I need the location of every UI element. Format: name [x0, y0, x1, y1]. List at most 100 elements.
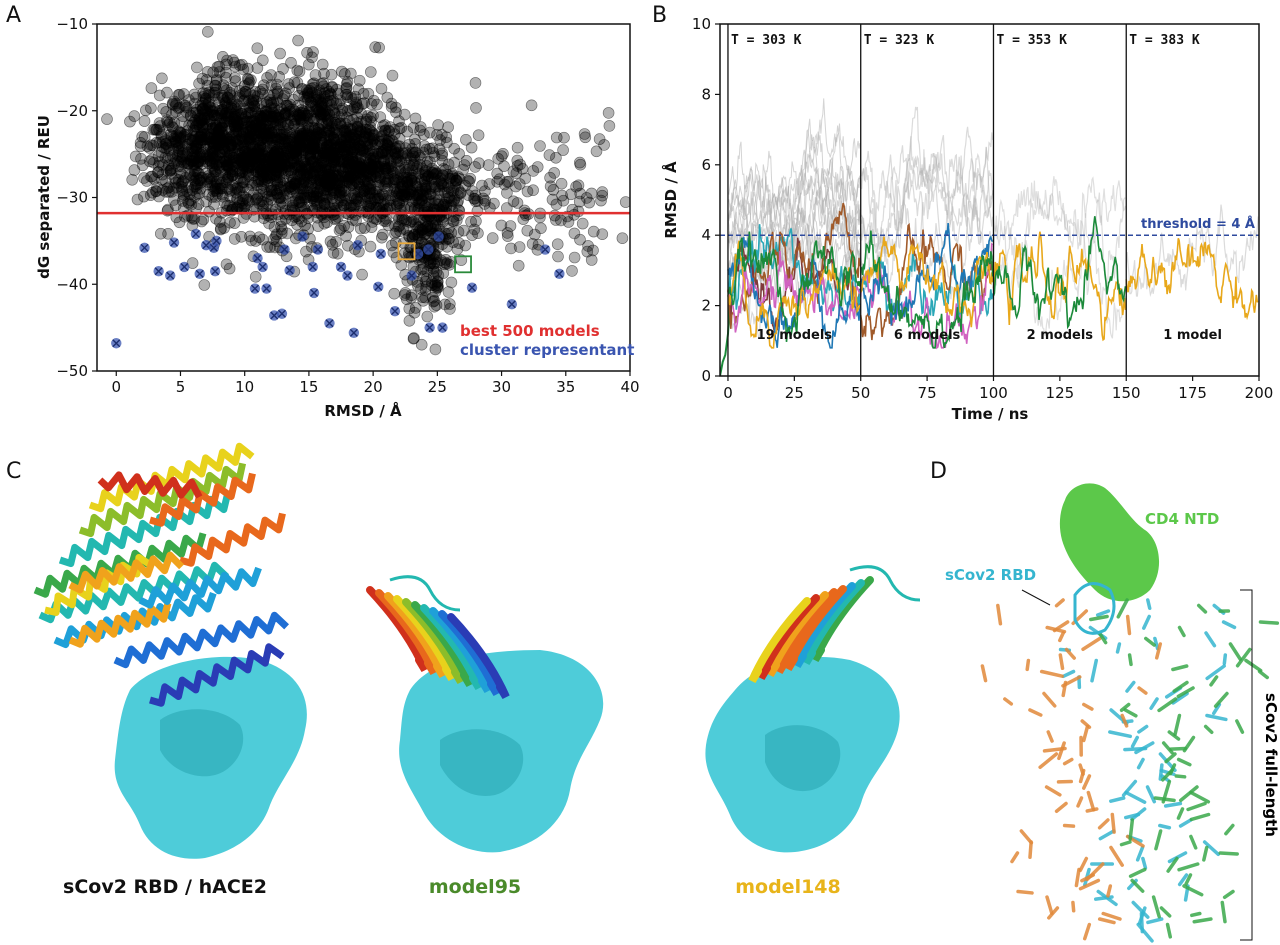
trimer-fragment [1054, 598, 1065, 608]
scatter-point [229, 120, 241, 133]
trimer-fragment [1159, 906, 1172, 918]
structure-model95 [366, 575, 604, 853]
cluster-representant-marker [276, 308, 288, 319]
trimer-fragment [1221, 620, 1237, 630]
x-tick-label: 20 [364, 378, 383, 396]
scatter-point [198, 112, 211, 125]
scatter-point [225, 98, 238, 111]
receptor-helices [33, 442, 290, 707]
scatter-point [255, 144, 268, 157]
scatter-point [156, 174, 168, 186]
scatter-point [192, 155, 204, 168]
scatter-point [463, 175, 476, 188]
scatter-point [178, 99, 190, 112]
y-axis-ticks: −10 −20 −30 −40 −50 [56, 15, 97, 380]
scatter-point [574, 187, 587, 200]
scatter-point [369, 41, 382, 53]
scatter-point [180, 106, 193, 118]
scatter-point [479, 195, 492, 207]
scatter-point [185, 194, 197, 207]
scatter-point [209, 86, 222, 99]
scatter-point [446, 168, 459, 180]
scatter-point [136, 159, 149, 172]
y-tick-label: 0 [701, 367, 711, 385]
trimer-fragment [996, 603, 1003, 626]
trimer-fragment [1205, 713, 1228, 722]
trimer-fragment [1222, 889, 1235, 900]
scatter-point [566, 265, 578, 277]
scatter-point [156, 72, 168, 85]
scatter-point [295, 192, 307, 204]
scatter-point [501, 187, 513, 199]
scatter-point [329, 204, 341, 217]
trimer-fragment [1209, 675, 1219, 687]
scatter-point [336, 104, 348, 117]
trimer-fragment [1177, 862, 1200, 872]
scatter-point [138, 131, 151, 143]
trimer-fragment [1062, 823, 1076, 828]
cluster-representant-marker [342, 270, 353, 281]
scatter-point [223, 262, 236, 275]
x-axis-label: Time / ns [952, 405, 1029, 423]
scatter-point [377, 228, 389, 241]
panel-letter-d: D [930, 459, 947, 484]
trimer-fragment [1178, 818, 1193, 828]
scatter-point [419, 275, 432, 288]
trimer-fragment [1082, 702, 1094, 711]
scatter-point [525, 99, 538, 112]
scatter-point [345, 92, 358, 104]
trimer-fragment [1044, 785, 1062, 797]
scatter-point [228, 233, 241, 245]
scatter-point [568, 251, 581, 264]
scatter-point [377, 145, 390, 157]
scatter-point [312, 220, 324, 232]
x-tick-label: 30 [492, 378, 511, 396]
scatter-point [397, 172, 410, 184]
trimer-fragment [1177, 625, 1186, 638]
trimer-fragment [1095, 609, 1111, 617]
scatter-point [138, 190, 150, 203]
trimer-fragment [1169, 746, 1187, 751]
scatter-point [206, 191, 219, 203]
scatter-point [377, 120, 389, 132]
segment-temperature: T = 323 K [864, 33, 935, 48]
trimer-fragment [1108, 730, 1132, 739]
scatter-point [585, 187, 598, 200]
scatter-point [256, 54, 269, 67]
cluster-representant-marker [209, 266, 221, 277]
x-tick-label: 200 [1245, 384, 1274, 402]
trimer-fragment [1127, 653, 1133, 667]
scatter-point [172, 89, 185, 101]
scatter-point [171, 149, 184, 161]
scatter-point [203, 205, 215, 218]
scatter-point [199, 94, 212, 106]
scatter-point [367, 133, 380, 145]
scatter-point [274, 47, 286, 60]
scatter-point [207, 198, 220, 211]
trimer-fragment [1085, 807, 1099, 813]
scatter-point [201, 66, 214, 78]
trimer-fragment [1235, 719, 1245, 734]
full-length-bracket [1240, 589, 1253, 941]
scatter-point [225, 184, 238, 196]
scatter-point [217, 50, 229, 63]
scatter-point [330, 236, 342, 248]
trimer-fragment [1218, 851, 1239, 856]
scatter-point [179, 171, 192, 184]
trimer-fragment [1081, 636, 1102, 652]
scatter-point [222, 173, 234, 186]
cluster-representant-marker [194, 268, 205, 280]
trimer-fragment [1062, 757, 1074, 766]
scatter-point [153, 89, 166, 102]
structure-hace2-complex [33, 442, 307, 859]
x-tick-label: 175 [1178, 384, 1207, 402]
trimer-fragment [1078, 856, 1089, 873]
scatter-point [424, 257, 437, 269]
scatter-point [279, 213, 292, 225]
cluster-representant-marker [168, 237, 180, 248]
scatter-point [140, 104, 152, 117]
scatter-point [370, 183, 382, 196]
scatter-point [388, 185, 400, 198]
scatter-point [414, 124, 426, 137]
legend-best-500: best 500 models [460, 322, 600, 340]
